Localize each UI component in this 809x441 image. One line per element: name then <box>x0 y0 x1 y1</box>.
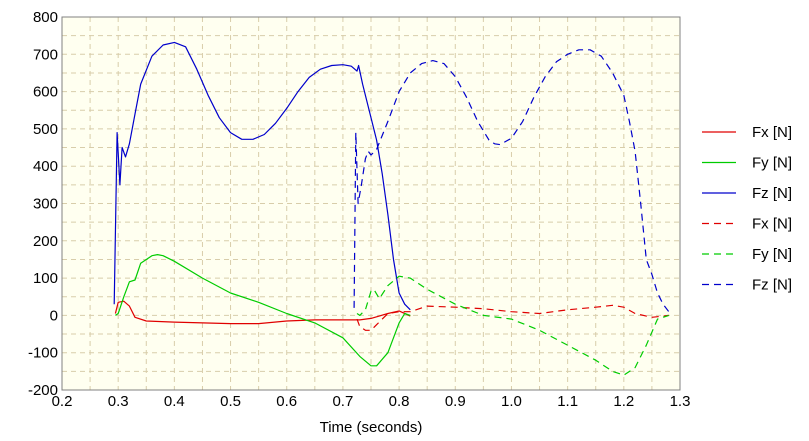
series-line-6 <box>353 49 670 313</box>
series-line-1 <box>114 300 411 325</box>
x-tick-label: 0.6 <box>276 393 297 410</box>
y-tick-label: 700 <box>33 46 58 63</box>
y-tick-label: -200 <box>28 382 58 399</box>
x-tick-label: 1.2 <box>613 393 634 410</box>
x-tick-label: 0.9 <box>445 393 466 410</box>
x-axis-title: Time (seconds) <box>320 419 423 436</box>
series-line-5 <box>356 275 669 376</box>
y-tick-label: 600 <box>33 84 58 101</box>
x-tick-label: 1.1 <box>557 393 578 410</box>
x-tick-label: 0.3 <box>108 393 129 410</box>
y-tick-label: 0 <box>50 307 58 324</box>
x-tick-label: 0.5 <box>220 393 241 410</box>
y-tick-label: 100 <box>33 270 58 287</box>
y-axis-ticks: 800 700 600 500 400 300 200 100 0 -100 -200 <box>28 9 58 399</box>
y-tick-label: 300 <box>33 196 58 213</box>
x-axis-ticks: 0.2 0.3 0.4 0.5 0.6 0.7 0.8 0.9 1.0 1.1 1.2 1.3 <box>52 393 691 410</box>
series-line-2 <box>115 254 411 367</box>
series-line-4 <box>356 304 669 331</box>
y-tick-label: 500 <box>33 121 58 138</box>
series-line-3 <box>113 41 411 311</box>
grid <box>61 16 681 391</box>
y-tick-label: 400 <box>33 158 58 175</box>
y-tick-label: -100 <box>28 345 58 362</box>
y-tick-label: 800 <box>33 9 58 26</box>
plot-frame <box>61 16 681 391</box>
x-tick-label: 1.0 <box>501 393 522 410</box>
legend: Fx [N] Fy [N] Fz [N] Fx [N] Fy [N] Fz [N] <box>702 124 792 294</box>
legend-label: Fy [N] <box>752 246 792 263</box>
series-layer <box>113 41 670 376</box>
legend-label: Fz [N] <box>752 277 792 294</box>
x-tick-label: 0.4 <box>164 393 185 410</box>
x-tick-label: 1.3 <box>670 393 691 410</box>
legend-label: Fx [N] <box>752 124 792 141</box>
legend-label: Fz [N] <box>752 185 792 202</box>
legend-label: Fy [N] <box>752 155 792 172</box>
y-tick-label: 200 <box>33 233 58 250</box>
x-tick-label: 0.8 <box>389 393 410 410</box>
x-tick-label: 0.7 <box>332 393 353 410</box>
x-tick-label: 0.2 <box>52 393 73 410</box>
legend-label: Fx [N] <box>752 216 792 233</box>
